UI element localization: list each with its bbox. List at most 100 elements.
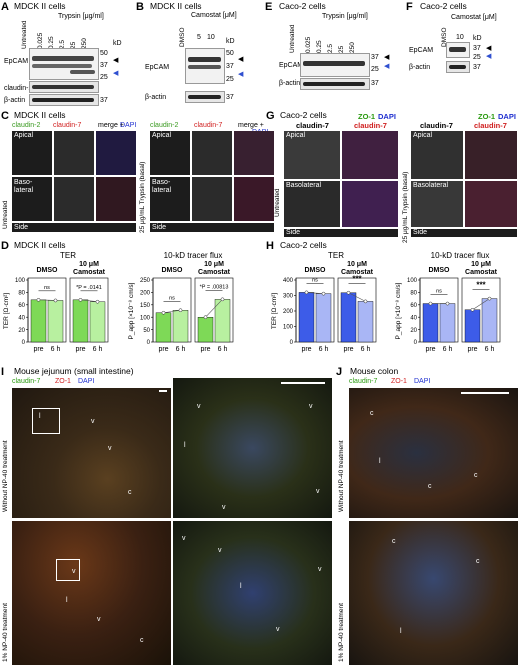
scale-bar (461, 392, 509, 394)
sig-label: *** (476, 281, 486, 290)
arrowhead-blue-icon: ◀ (238, 71, 244, 78)
lane-label: 250 (349, 42, 356, 53)
x-tick-label: pre (75, 346, 85, 353)
panel-i-title: Mouse jejunum (small intestine) (14, 366, 134, 376)
actin-blot (446, 61, 470, 73)
panel-letter-j: J (336, 366, 343, 378)
region-label: c (128, 489, 132, 496)
row-label: Apical (152, 132, 172, 139)
panel-a-treatment: Trypsin [μg/ml] (58, 13, 104, 20)
x-tick-label: 6 h (218, 346, 228, 353)
panel-g-title: Caco-2 cells (280, 110, 327, 120)
data-point (487, 296, 492, 301)
panel-e-title: Caco-2 cells (279, 1, 326, 11)
micrograph-merge-apical (96, 131, 136, 175)
y-tick-label: 400 (283, 278, 294, 284)
side-label: Untreated (2, 200, 9, 229)
region-label: v (108, 445, 112, 452)
panel-b-treatment: Camostat [μM] (191, 12, 237, 19)
x-tick-label: 6 h (443, 346, 453, 353)
region-label: l (400, 628, 402, 635)
bar (439, 303, 456, 343)
marker: 37 (226, 94, 234, 101)
panel-h-title: Caco-2 cells (280, 240, 327, 250)
blot-label-epcam: EpCAM (145, 64, 170, 71)
micrograph-colon-without-np40 (349, 388, 518, 518)
micrograph-claudin7-basolateral (54, 177, 94, 221)
marker: 37 (371, 54, 379, 61)
lane-label: Untreated (21, 20, 28, 49)
stain-label: claudin-2 (150, 122, 179, 129)
stain-label: claudin-7 (296, 121, 329, 130)
chart-title: 10-kD tracer flux (164, 251, 223, 260)
pair-line (306, 292, 324, 294)
kd-label: kD (113, 40, 122, 47)
arrowhead-black-icon: ◀ (486, 45, 492, 52)
chart-d-ter: TER 0 20 40 60 80 100 TER [Ω·cm²] DMSO pre 6 h ns 10… (3, 251, 109, 353)
epcam-blot (446, 42, 470, 58)
y-tick-label: 200 (140, 291, 151, 297)
region-label: v (72, 568, 76, 575)
x-tick-label: 6 h (176, 346, 186, 353)
group-label: Camostat (341, 269, 374, 276)
data-point (346, 290, 351, 295)
actin-blot (29, 94, 99, 106)
marker: 37 (473, 45, 481, 52)
chart-h-flux: 10-kD tracer flux 0 20 40 60 80 100 P_app [×10⁻… (395, 251, 501, 353)
y-tick-label: 150 (140, 303, 151, 309)
micrograph-claudin2-apical (150, 131, 190, 175)
group-label: Camostat (465, 269, 498, 276)
data-point (78, 297, 83, 302)
side-label: Without NP-40 treatment (338, 440, 345, 512)
data-point (445, 301, 450, 306)
y-tick-label: 100 (407, 278, 418, 284)
marker: 25 (226, 76, 234, 83)
x-tick-label: 6 h (51, 346, 61, 353)
group-frame (27, 277, 67, 343)
arrowhead-black-icon: ◀ (238, 56, 244, 63)
chart-h-ter: TER 0 100 200 300 400 TER [Ω·cm²] DMSO pre 6 h ns 1… (271, 251, 377, 353)
row-label: Side (152, 224, 167, 231)
actin-blot (300, 78, 370, 90)
row-label: Apical (14, 132, 34, 139)
region-label: c (476, 558, 480, 565)
y-axis-label: TER [Ω·cm²] (3, 293, 10, 329)
group-label: 10 μM (79, 261, 99, 268)
marker: 50 (100, 50, 108, 57)
region-label: c (370, 410, 374, 417)
panel-letter-i: I (1, 366, 5, 378)
sig-label: *** (352, 275, 362, 284)
stain-label: claudin-7 (349, 378, 378, 385)
micrograph-claudin2-apical (12, 131, 52, 175)
blot-label-claudin2: claudin-2 (4, 85, 33, 92)
data-point (161, 310, 166, 315)
panel-letter-b: B (136, 1, 144, 13)
micrograph-claudin7-basolateral (192, 177, 232, 221)
y-axis-label: P_app [×10⁻⁸ cm/s] (395, 282, 402, 339)
stain-label: claudin-7 (354, 121, 387, 130)
y-tick-label: 80 (18, 291, 25, 297)
micrograph-claudin2-basolateral (12, 177, 52, 221)
stain-label: DAPI (378, 112, 396, 121)
arrowhead-blue-icon: ◀ (384, 63, 390, 70)
micrograph-side (411, 229, 517, 237)
arrowhead-black-icon: ◀ (113, 57, 119, 64)
region-label: v (97, 616, 101, 623)
blot-label-actin: β-actin (279, 80, 301, 87)
y-tick-label: 40 (410, 315, 417, 321)
marker: 25 (473, 54, 481, 61)
x-tick-label: pre (200, 346, 210, 353)
region-label: l (379, 458, 381, 465)
blot-label-epcam: EpCAM (279, 62, 304, 69)
side-label: 25 μg/mL Trypsin (basal) (139, 161, 146, 233)
row-label: Basolateral (286, 182, 322, 189)
bar (197, 316, 214, 343)
row-label: Side (286, 229, 301, 236)
row-label: Baso-lateral (152, 179, 172, 194)
x-tick-label: 6 h (485, 346, 495, 353)
group-label: DMSO (429, 267, 451, 274)
y-tick-label: 50 (143, 328, 150, 334)
bar (30, 299, 47, 343)
scale-bar (159, 390, 167, 392)
stain-label: DAPI (78, 378, 95, 385)
